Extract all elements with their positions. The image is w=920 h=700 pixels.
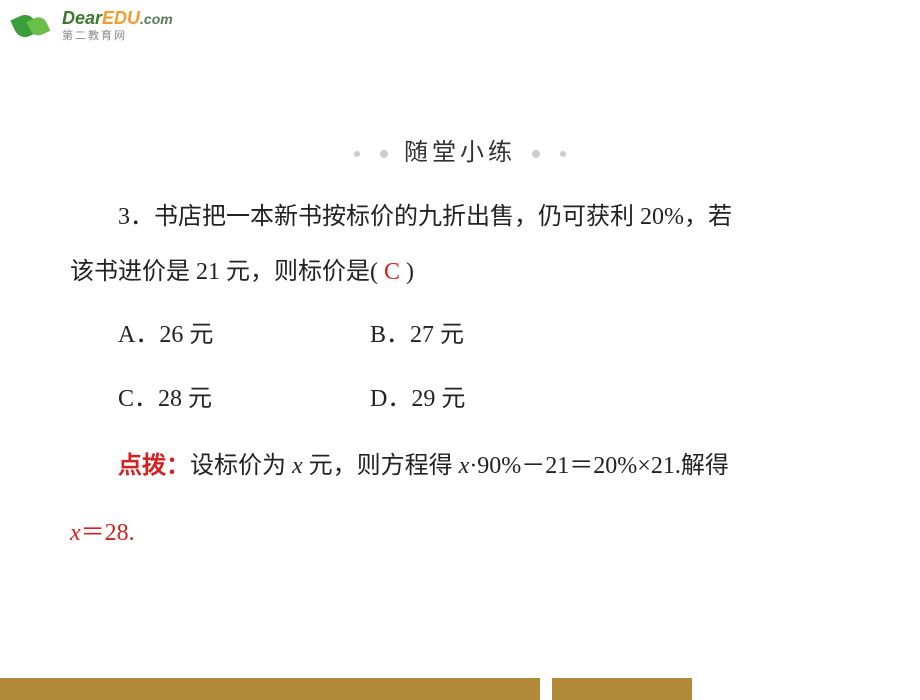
question-text-part1: 书店把一本新书按标价的九折出售，仍可获利 20%，若 [154,204,732,230]
bar-gap [540,678,552,700]
question-text-part2-end: ) [406,259,414,285]
section-title: 随堂小练 [404,140,516,166]
option-b: B．27 元 [370,308,464,363]
hint-var2: x [459,453,470,479]
answer-letter: C [384,259,400,285]
bar-segment [552,678,692,700]
option-c: C．28 元 [70,372,370,427]
logo-domain: DearEDU.com [62,8,173,29]
options-row-1: A．26 元 B．27 元 [70,308,850,363]
logo-brand-part2: EDU [102,8,140,28]
decorative-dot-icon [560,151,566,157]
hint-line1: 点拨：设标价为 x 元，则方程得 x·90%－21＝20%×21.解得 [70,439,850,494]
hint-label: 点拨： [118,453,190,479]
hint-text3: ·90%－21＝20%×21.解得 [469,453,729,479]
hint-line2-text: ＝28. [81,520,135,546]
decorative-dot-icon [380,150,388,158]
bar-segment [0,678,540,700]
bottom-decorative-bar [0,678,920,700]
decorative-dot-icon [532,150,540,158]
question-line1: 3．书店把一本新书按标价的九折出售，仍可获利 20%，若 [70,190,850,245]
option-a: A．26 元 [70,308,370,363]
hint-var1: x [292,453,303,479]
hint-text2: 元，则方程得 [303,453,459,479]
section-header: 随堂小练 [0,132,920,167]
logo-brand-part1: Dear [62,8,102,28]
question-text-part2: 该书进价是 21 元，则标价是( [70,259,378,285]
logo-container: DearEDU.com 第二教育网 [12,8,173,43]
hint-line2: x＝28. [70,506,850,561]
question-line2: 该书进价是 21 元，则标价是( C ) [70,245,850,300]
content-area: 3．书店把一本新书按标价的九折出售，仍可获利 20%，若 该书进价是 21 元，… [70,190,850,561]
question-number: 3． [118,204,154,230]
option-d: D．29 元 [370,372,465,427]
hint-text1: 设标价为 [190,453,292,479]
logo-text-block: DearEDU.com 第二教育网 [62,8,173,43]
decorative-dot-icon [354,151,360,157]
options-row-2: C．28 元 D．29 元 [70,372,850,427]
logo-brand-part3: .com [140,11,173,27]
logo-subtitle: 第二教育网 [62,27,173,43]
logo-leaf-icon [12,11,57,41]
hint-line2-var: x [70,520,81,546]
